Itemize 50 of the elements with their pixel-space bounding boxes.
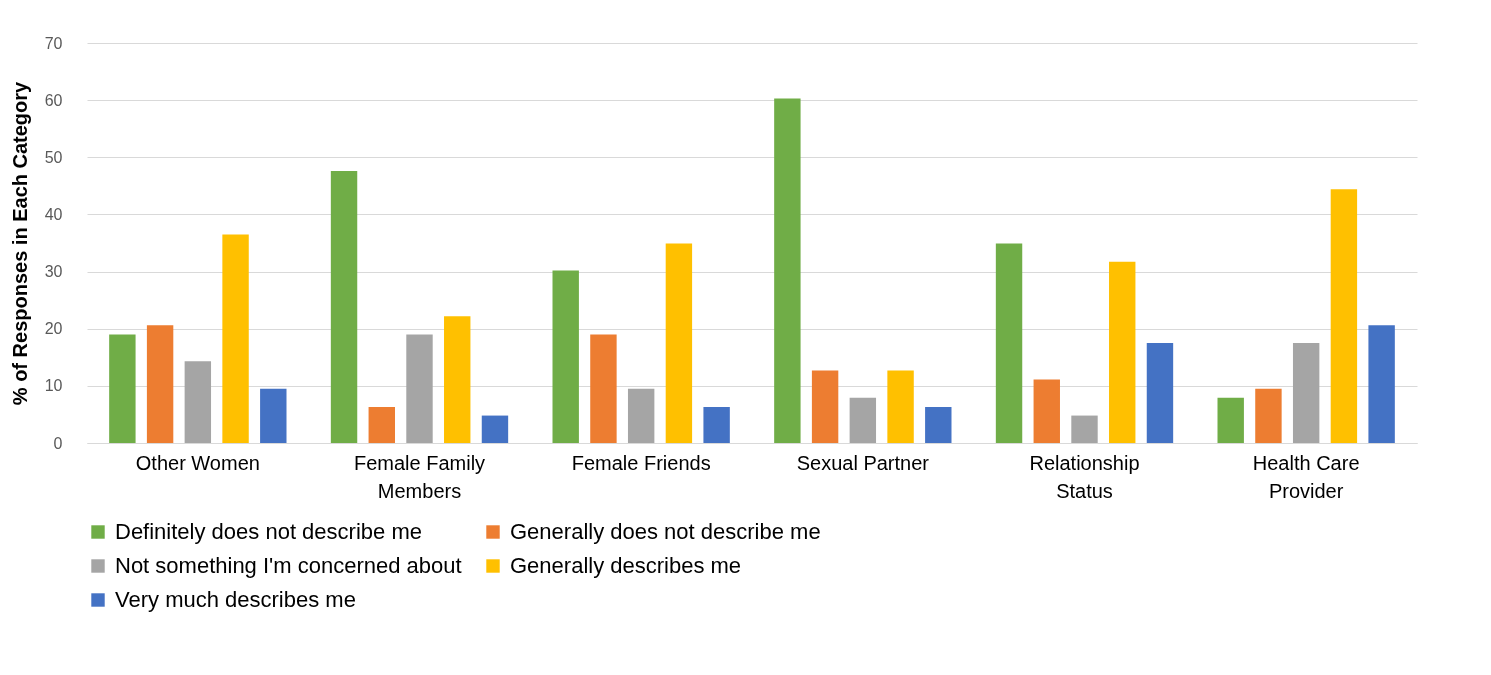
bar — [665, 243, 693, 443]
bar — [146, 325, 174, 443]
legend-label: Generally does not describe me — [510, 519, 821, 544]
legend-label: Generally describes me — [510, 553, 742, 578]
y-tick-label: 70 — [44, 34, 63, 52]
bar — [590, 334, 617, 443]
bar — [444, 316, 471, 443]
bar — [774, 98, 801, 443]
bar — [1071, 415, 1098, 443]
bar — [222, 234, 249, 443]
bar — [811, 370, 839, 443]
y-tick-label: 20 — [44, 320, 63, 338]
x-tick-label: Sexual Partner — [796, 451, 930, 474]
y-tick-label: 30 — [44, 263, 63, 281]
bar — [260, 388, 287, 443]
legend-label: Definitely does not describe me — [115, 519, 422, 544]
y-tick-label: 40 — [44, 205, 63, 223]
bar — [995, 243, 1023, 443]
bar — [1368, 325, 1395, 443]
bar — [184, 361, 212, 443]
bar — [703, 407, 730, 443]
y-tick-label: 10 — [44, 377, 63, 395]
x-tick-label: Health Care Provider — [1252, 451, 1360, 502]
bar — [849, 397, 877, 443]
bar — [1330, 189, 1358, 443]
bar — [406, 334, 433, 443]
x-tick-label: Female Friends — [571, 451, 711, 474]
bar — [887, 370, 914, 443]
x-tick-label: Other Women — [135, 451, 260, 474]
bar — [109, 334, 136, 443]
bar — [368, 407, 395, 443]
bar — [627, 388, 655, 443]
bar — [1292, 343, 1320, 443]
bar — [481, 415, 509, 443]
y-tick-label: 60 — [44, 91, 63, 109]
x-tick-label: Female Family Members — [353, 451, 486, 502]
bar — [1146, 343, 1174, 443]
bar — [552, 270, 579, 443]
bar — [330, 171, 358, 443]
bar — [1255, 388, 1282, 443]
legend-label: Very much describes me — [115, 587, 356, 612]
y-tick-label: 0 — [53, 434, 63, 452]
y-tick-label: 50 — [44, 148, 63, 166]
x-tick-label: Relationship Status — [1029, 451, 1140, 502]
y-axis-title: % of Responses in Each Category — [8, 80, 31, 406]
bar — [925, 407, 952, 443]
bar — [1217, 397, 1244, 443]
legend-label: Not something I'm concerned about — [115, 553, 462, 578]
bar — [1109, 261, 1136, 443]
bar — [1033, 379, 1060, 443]
